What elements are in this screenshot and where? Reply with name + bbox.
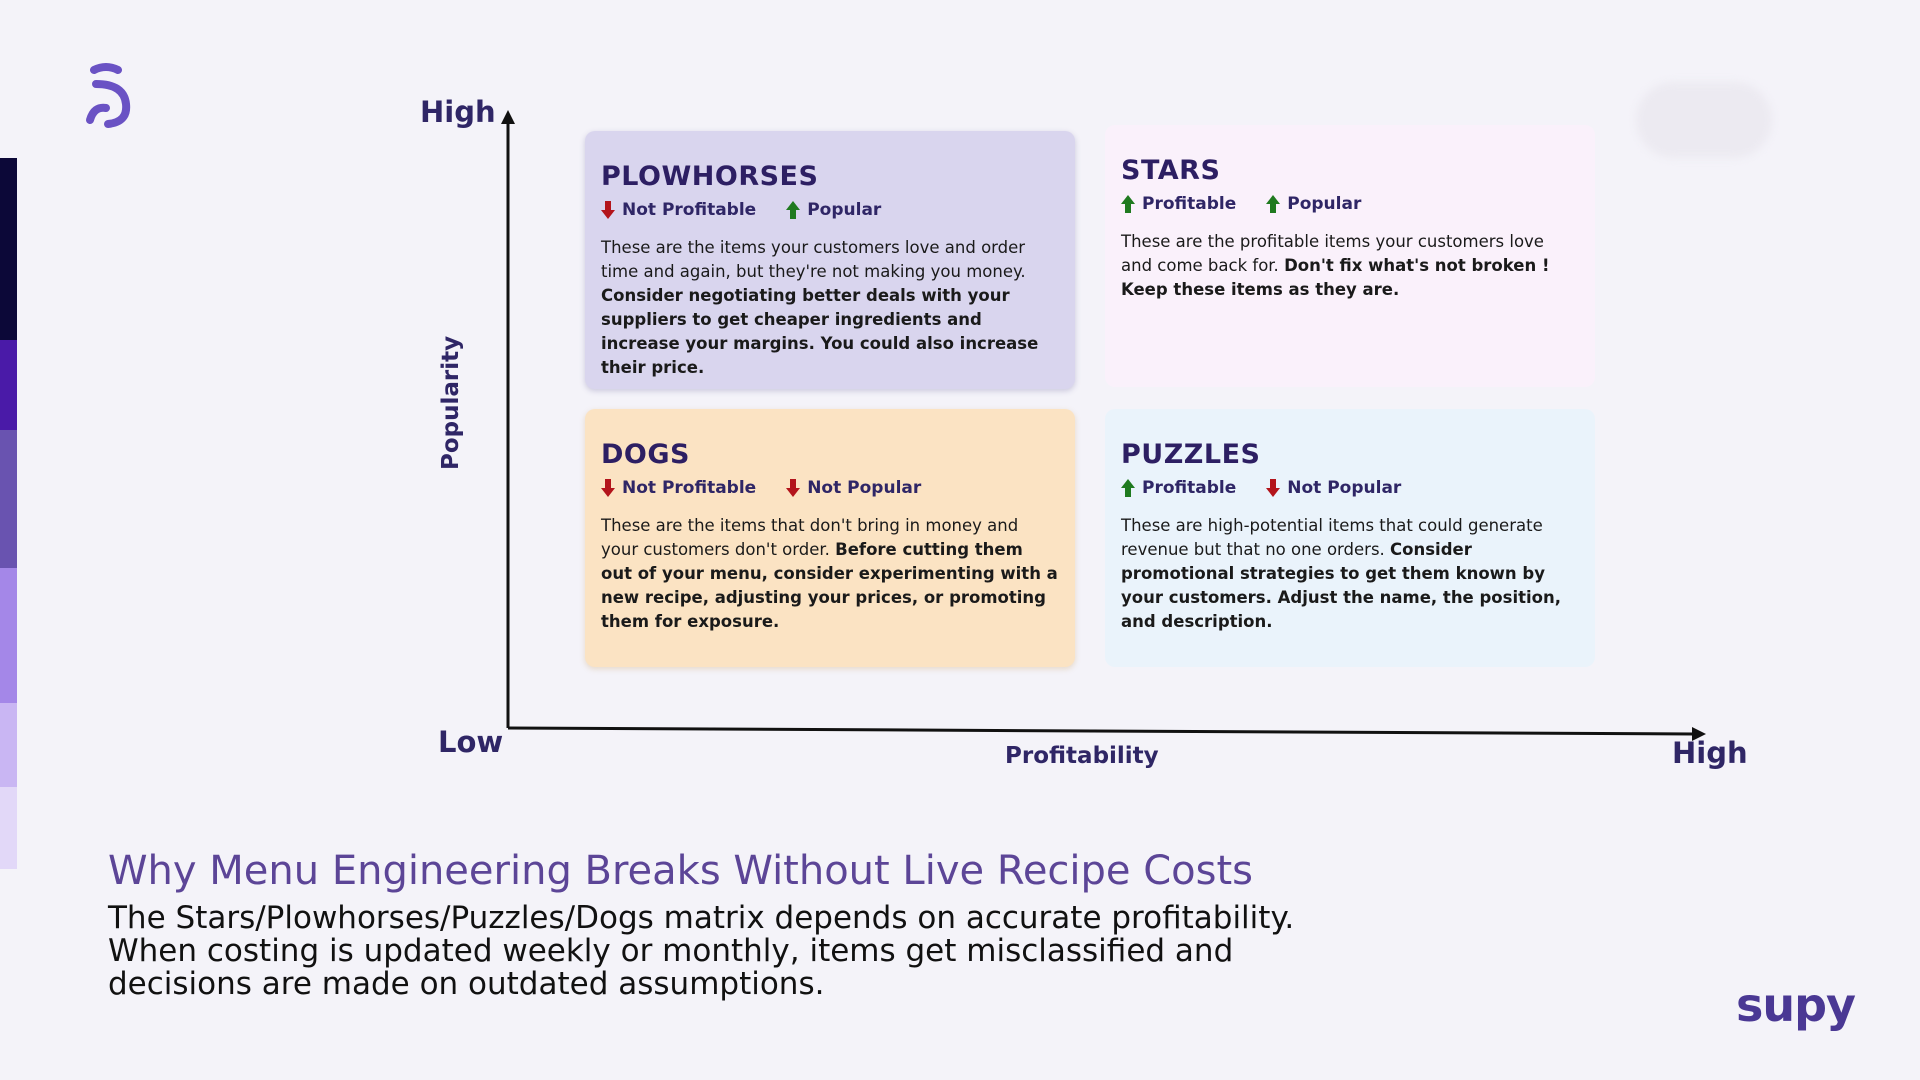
brand-logo: supy (1736, 978, 1856, 1032)
tag-label: Not Profitable (622, 478, 757, 498)
arrow-down-icon (601, 479, 615, 497)
quadrant-title: PLOWHORSES (601, 161, 819, 192)
quadrant-plowhorses: PLOWHORSES Not Profitable Popular These … (585, 131, 1075, 389)
quadrant-puzzles: PUZZLES Profitable Not Popular These are… (1105, 409, 1595, 667)
x-axis-low-label: Low (438, 725, 504, 759)
blur-spot (1636, 82, 1772, 158)
quadrant-title: STARS (1121, 155, 1221, 186)
tag-label: Not Popular (807, 478, 922, 498)
x-axis-title: Profitability (1005, 743, 1159, 769)
arrow-up-icon (786, 201, 801, 219)
tag-popular: Popular (786, 200, 881, 220)
quadrant-desc-text: These are the profitable items your cust… (1121, 232, 1544, 275)
body-line: When costing is updated weekly or monthl… (108, 933, 1234, 969)
tag-label: Popular (807, 200, 882, 220)
quadrant-description: These are the items that don't bring in … (601, 514, 1059, 634)
quadrant-description: These are the items your customers love … (601, 236, 1059, 380)
x-axis-high-label: High (1672, 736, 1748, 770)
arrow-down-icon (786, 479, 801, 497)
quadrant-description: These are the profitable items your cust… (1121, 230, 1579, 302)
tag-label: Profitable (1142, 194, 1237, 214)
quadrant-advice: Consider negotiating better deals with y… (601, 286, 1039, 377)
quadrant-advice: Consider promotional strategies to get t… (1121, 540, 1562, 631)
arrow-down-icon (1266, 479, 1281, 497)
quadrant-desc-text: These are high-potential items that coul… (1121, 516, 1543, 559)
tag-profitable: Profitable (1121, 478, 1236, 498)
tag-label: Not Profitable (622, 200, 757, 220)
quadrant-title: DOGS (601, 439, 690, 470)
quadrant-advice: Don't fix what's not broken ! Keep these… (1121, 256, 1550, 299)
tag-label: Not Popular (1287, 478, 1402, 498)
arrow-up-icon (1266, 195, 1281, 213)
quadrant-description: These are high-potential items that coul… (1121, 514, 1579, 634)
tag-popular: Popular (1266, 194, 1361, 214)
tag-not-profitable: Not Profitable (601, 478, 756, 498)
quadrant-advice: Before cutting them out of your menu, co… (601, 540, 1058, 631)
body-line: The Stars/Plowhorses/Puzzles/Dogs matrix… (108, 900, 1295, 936)
tag-not-popular: Not Popular (786, 478, 921, 498)
body-line: decisions are made on outdated assumptio… (108, 966, 825, 1002)
quadrant-desc-text: These are the items your customers love … (601, 238, 1026, 281)
left-color-stripe (0, 158, 17, 869)
logo-icon (86, 63, 131, 128)
quadrant-stars: STARS Profitable Popular These are the p… (1105, 125, 1595, 387)
arrow-down-icon (601, 201, 615, 219)
arrow-up-icon (1121, 195, 1135, 213)
tag-profitable: Profitable (1121, 194, 1236, 214)
tag-label: Profitable (1142, 478, 1237, 498)
headline: Why Menu Engineering Breaks Without Live… (108, 848, 1254, 894)
quadrant-dogs: DOGS Not Profitable Not Popular These ar… (585, 409, 1075, 667)
tag-not-profitable: Not Profitable (601, 200, 756, 220)
body-paragraph: The Stars/Plowhorses/Puzzles/Dogs matrix… (108, 902, 1408, 1001)
quadrant-tags: Profitable Not Popular (1121, 478, 1579, 498)
quadrant-tags: Not Profitable Popular (601, 200, 1059, 220)
quadrant-tags: Not Profitable Not Popular (601, 478, 1059, 498)
tag-label: Popular (1287, 194, 1362, 214)
tag-not-popular: Not Popular (1266, 478, 1401, 498)
arrow-up-icon (1121, 479, 1135, 497)
quadrant-title: PUZZLES (1121, 439, 1261, 470)
quadrant-desc-text: These are the items that don't bring in … (601, 516, 1019, 559)
quadrant-tags: Profitable Popular (1121, 194, 1579, 214)
y-axis-title: Popularity (438, 335, 464, 470)
y-axis-high-label: High (420, 95, 496, 129)
